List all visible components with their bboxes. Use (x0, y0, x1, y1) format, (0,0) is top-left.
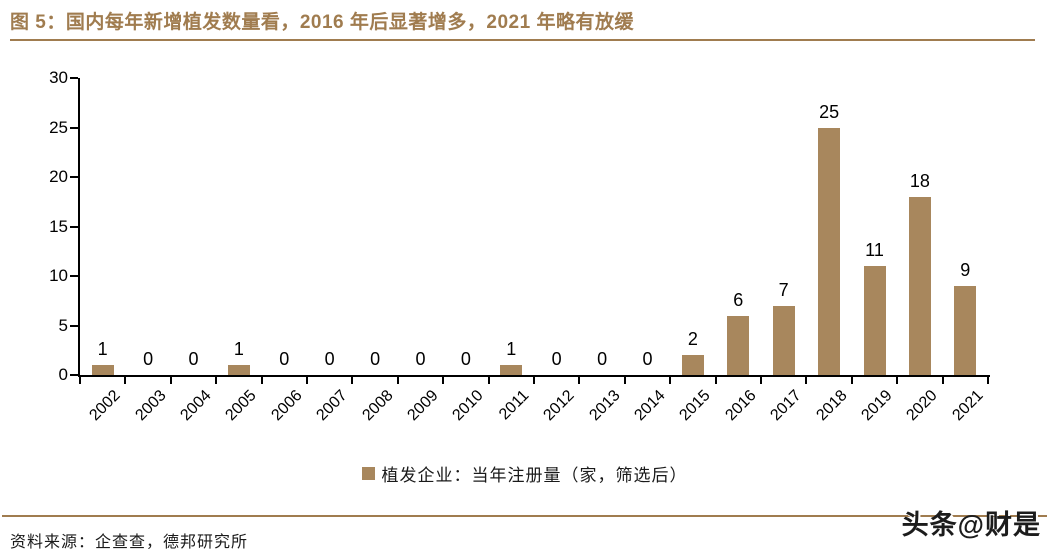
y-axis-tick-label: 25 (49, 117, 68, 137)
x-axis-tick (578, 377, 581, 384)
y-axis-tick (70, 77, 78, 79)
legend-swatch (361, 467, 375, 480)
bar-value-label: 2 (687, 329, 698, 350)
x-axis-tick-label: 2016 (722, 387, 760, 425)
x-axis-tick (169, 377, 172, 384)
bar-value-label: 0 (279, 349, 290, 369)
y-axis-tick-label: 0 (58, 365, 68, 384)
x-axis-tick (896, 377, 899, 384)
y-axis-tick-label: 15 (49, 216, 68, 236)
x-axis-tick-label: 2014 (631, 387, 669, 425)
footer-divider (2, 515, 1047, 517)
x-axis-tick (396, 377, 399, 384)
x-axis-tick-label: 2002 (86, 387, 124, 425)
x-axis-tick-label: 2017 (767, 387, 805, 425)
x-axis-tick (669, 377, 672, 384)
x-axis-line (78, 375, 990, 377)
bar-2021 (954, 285, 977, 375)
watermark: 头条@财是 (901, 510, 1041, 540)
y-axis-tick-label: 5 (58, 315, 68, 335)
bar-2002 (91, 365, 114, 375)
x-axis-tick-label: 2020 (903, 387, 941, 425)
bar-value-label: 0 (415, 349, 426, 369)
x-axis-tick-label: 2010 (449, 387, 487, 425)
y-axis-tick (70, 324, 78, 327)
x-axis-tick-label: 2004 (177, 387, 215, 425)
x-axis-tick-label: 2013 (585, 387, 624, 425)
x-axis-tick (850, 377, 853, 384)
y-axis-tick (70, 176, 78, 178)
x-axis-tick-label: 2009 (404, 387, 442, 425)
bar-value-label: 7 (778, 279, 789, 300)
x-axis-tick (215, 377, 218, 384)
x-axis-tick (714, 377, 717, 384)
y-axis-tick (70, 126, 78, 129)
bar-value-label: 9 (960, 259, 971, 280)
bar-value-label: 0 (460, 349, 471, 369)
bar-2020 (908, 196, 931, 375)
x-axis-tick (941, 377, 944, 384)
bar-value-label: 1 (233, 339, 244, 360)
x-axis-tick (124, 377, 127, 384)
bar-value-label: 6 (733, 289, 744, 310)
bar-value-label: 0 (188, 349, 199, 369)
title-divider (10, 39, 1035, 41)
x-axis-tick-label: 2008 (358, 387, 397, 425)
bar-2011 (500, 365, 523, 375)
bar-value-label: 1 (97, 339, 108, 360)
bar-2005 (227, 365, 250, 375)
bar-value-label: 25 (819, 101, 840, 122)
x-axis-tick (623, 377, 626, 384)
x-axis-tick (760, 377, 762, 384)
bar-value-label: 11 (865, 240, 884, 261)
y-axis-tick-label: 10 (49, 266, 68, 285)
x-axis-tick (260, 377, 263, 384)
y-axis-line (78, 78, 80, 377)
legend-label: 植发企业：当年注册量（家，筛选后） (381, 466, 688, 485)
x-axis-tick-label: 2007 (313, 387, 351, 425)
bar-2019 (863, 266, 886, 375)
bar-2018 (818, 127, 841, 375)
bar-value-label: 0 (143, 349, 154, 369)
y-axis-tick-label: 20 (49, 167, 68, 186)
x-axis-tick-label: 2006 (268, 387, 306, 425)
x-axis-tick-label: 2012 (540, 387, 578, 425)
y-axis-tick (70, 374, 78, 376)
bar-value-label: 0 (597, 349, 608, 369)
x-axis-tick-label: 2005 (222, 387, 260, 425)
x-axis-tick (79, 377, 81, 384)
x-axis-tick-label: 2021 (949, 387, 987, 425)
bar-2017 (772, 305, 795, 375)
bar-value-label: 1 (506, 339, 517, 360)
x-axis-tick (533, 377, 535, 384)
x-axis-tick (442, 377, 445, 384)
y-axis-tick (70, 275, 78, 277)
x-axis-tick-label: 2003 (131, 387, 170, 425)
x-axis-tick-label: 2015 (676, 387, 714, 425)
x-axis-tick-label: 2011 (495, 387, 533, 424)
bar-value-label: 0 (642, 349, 653, 369)
source-note: 资料来源：企查查，德邦研究所 (10, 534, 249, 551)
bar-value-label: 0 (324, 349, 335, 369)
bar-value-label: 0 (551, 349, 562, 369)
x-axis-tick (987, 377, 989, 384)
figure-title: 图 5：国内每年新增植发数量看，2016 年后显著增多，2021 年略有放缓 (10, 12, 634, 33)
y-axis-tick (70, 225, 78, 228)
chart-legend: 植发企业：当年注册量（家，筛选后） (0, 461, 1049, 486)
x-axis-tick (805, 377, 808, 384)
bar-value-label: 18 (909, 170, 930, 191)
bar-2015 (681, 355, 704, 375)
x-axis-tick-label: 2018 (812, 387, 851, 425)
y-axis-tick-label: 30 (49, 68, 68, 87)
x-axis-tick (306, 377, 308, 384)
x-axis-tick (351, 377, 354, 384)
x-axis-tick (487, 377, 490, 384)
bar-value-label: 0 (370, 349, 381, 369)
x-axis-tick-label: 2019 (858, 387, 896, 425)
bar-2016 (727, 315, 750, 375)
